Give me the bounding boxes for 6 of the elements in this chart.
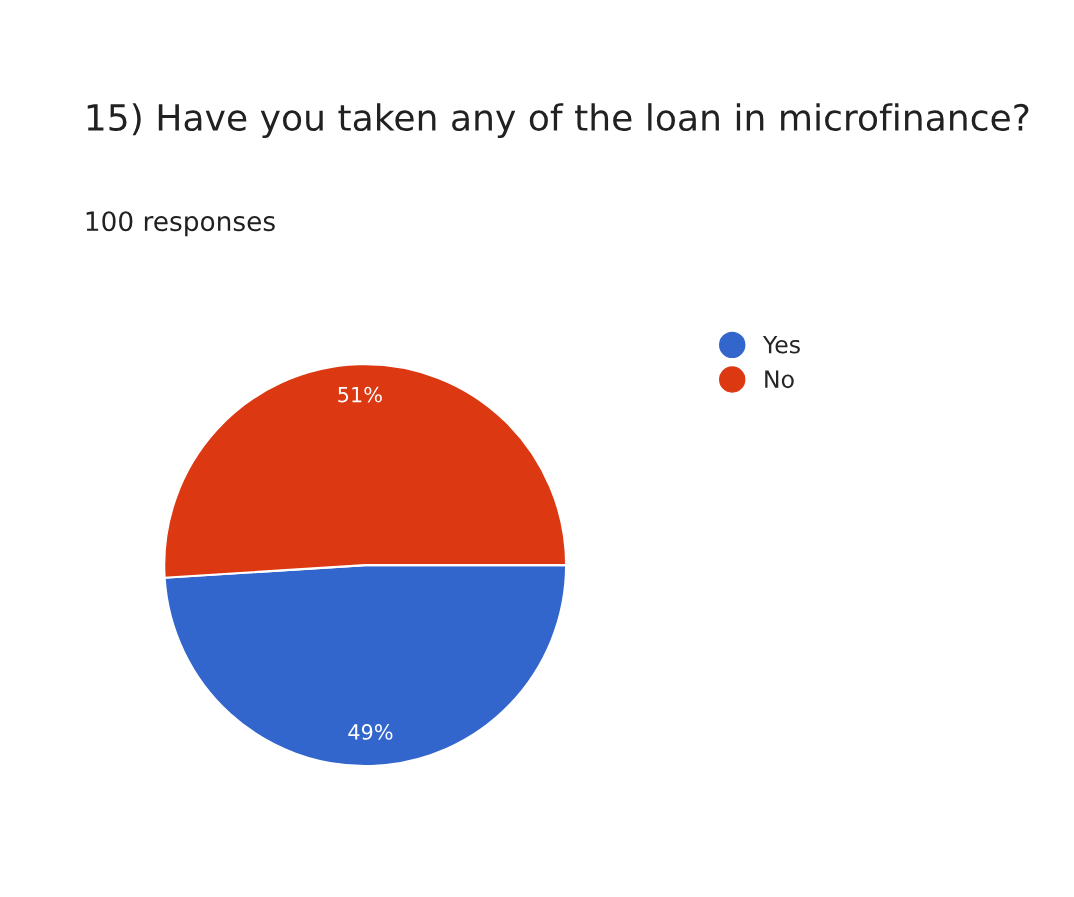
data-label: 51% (338, 386, 382, 403)
chart-subtitle: 100 responses (86, 211, 275, 237)
data-label: 49% (348, 724, 393, 740)
chart-title: 15) Have you taken any of the loan in microfinance? (87, 103, 1029, 139)
legend-label: No (765, 370, 794, 389)
legend-label: Yes (762, 335, 800, 354)
